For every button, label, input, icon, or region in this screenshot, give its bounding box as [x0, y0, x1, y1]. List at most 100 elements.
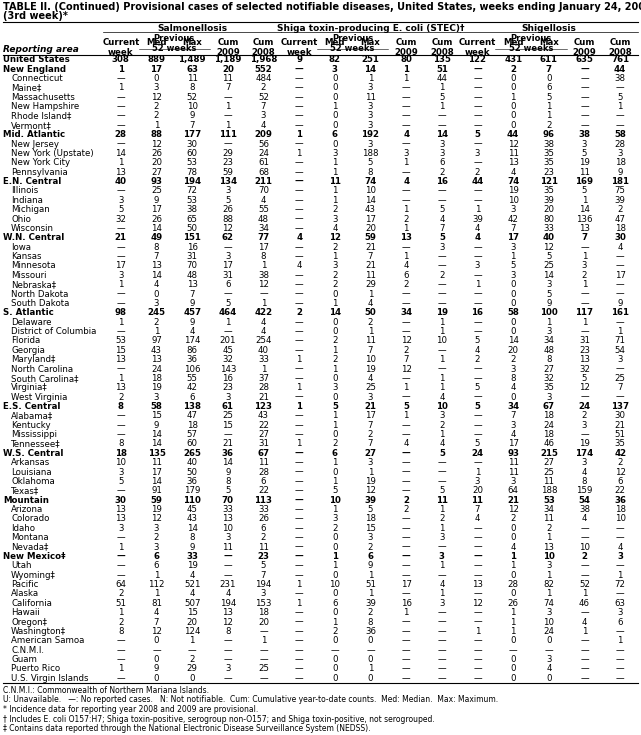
Text: 3: 3	[154, 299, 159, 308]
Text: 4: 4	[403, 130, 409, 139]
Text: —: —	[259, 645, 268, 655]
Text: 18: 18	[151, 374, 162, 383]
Text: —: —	[295, 215, 303, 223]
Text: 3: 3	[510, 243, 516, 251]
Text: W.N. Central: W.N. Central	[3, 233, 64, 243]
Text: 88: 88	[222, 215, 233, 223]
Text: 5: 5	[368, 505, 373, 514]
Text: 1: 1	[439, 383, 445, 392]
Text: —: —	[438, 637, 446, 645]
Text: 9: 9	[368, 562, 373, 570]
Text: —: —	[224, 645, 232, 655]
Text: —: —	[438, 121, 446, 130]
Text: Maine‡: Maine‡	[11, 83, 42, 93]
Text: —: —	[366, 645, 375, 655]
Text: 18: 18	[544, 430, 554, 439]
Text: 1: 1	[510, 627, 516, 636]
Text: 1: 1	[225, 318, 231, 326]
Text: —: —	[259, 655, 268, 664]
Text: —: —	[616, 252, 624, 261]
Text: 36: 36	[365, 627, 376, 636]
Text: 12: 12	[151, 140, 162, 148]
Text: W.S. Central: W.S. Central	[3, 449, 63, 458]
Text: 48: 48	[544, 345, 554, 355]
Text: 194: 194	[220, 599, 236, 608]
Text: 14: 14	[436, 130, 448, 139]
Text: 10: 10	[508, 196, 519, 205]
Text: Massachusetts: Massachusetts	[11, 93, 75, 101]
Text: 18: 18	[615, 224, 626, 233]
Text: 2: 2	[546, 121, 552, 130]
Text: 35: 35	[544, 383, 554, 392]
Text: 46: 46	[579, 599, 590, 608]
Text: 27: 27	[544, 458, 554, 467]
Text: —: —	[438, 290, 446, 298]
Text: 1: 1	[332, 252, 338, 261]
Text: —: —	[473, 83, 482, 93]
Text: South Dakota: South Dakota	[11, 299, 69, 308]
Text: 40: 40	[543, 233, 555, 243]
Text: 4: 4	[296, 233, 302, 243]
Text: 1: 1	[296, 440, 302, 448]
Text: 7: 7	[368, 420, 373, 430]
Text: 0: 0	[510, 112, 516, 121]
Text: 5: 5	[546, 252, 552, 261]
Text: 10: 10	[222, 524, 233, 533]
Text: 3: 3	[546, 280, 552, 289]
Text: 0: 0	[332, 542, 338, 551]
Text: 3: 3	[582, 458, 587, 467]
Text: 24: 24	[151, 365, 162, 373]
Text: 1: 1	[296, 402, 302, 411]
Text: 61: 61	[222, 402, 234, 411]
Text: —: —	[402, 589, 410, 598]
Text: 1: 1	[190, 637, 195, 645]
Text: 1: 1	[403, 205, 409, 214]
Text: 42: 42	[187, 383, 197, 392]
Text: 74: 74	[364, 177, 377, 186]
Text: 4: 4	[261, 196, 266, 205]
Text: 82: 82	[329, 55, 341, 64]
Text: 10: 10	[187, 102, 197, 111]
Text: —: —	[473, 420, 482, 430]
Text: 1: 1	[261, 365, 266, 373]
Text: 60: 60	[187, 149, 197, 158]
Text: 14: 14	[329, 308, 341, 318]
Text: 12: 12	[508, 505, 519, 514]
Text: 5: 5	[439, 93, 445, 101]
Text: Wisconsin: Wisconsin	[11, 224, 54, 233]
Text: Cum
2009: Cum 2009	[216, 38, 240, 57]
Text: —: —	[473, 290, 482, 298]
Text: 1: 1	[582, 627, 587, 636]
Text: —: —	[295, 562, 303, 570]
Text: —: —	[402, 420, 410, 430]
Text: —: —	[438, 262, 446, 270]
Text: 2: 2	[439, 270, 445, 280]
Text: 64: 64	[508, 487, 519, 495]
Text: 20: 20	[222, 65, 234, 74]
Text: 3: 3	[510, 477, 516, 486]
Text: 10: 10	[365, 187, 376, 196]
Text: 8: 8	[368, 168, 373, 176]
Text: Vermont‡: Vermont‡	[11, 121, 52, 130]
Text: 4: 4	[190, 327, 195, 336]
Text: 1: 1	[617, 102, 623, 111]
Text: —: —	[295, 290, 303, 298]
Text: 1: 1	[439, 430, 445, 439]
Text: 0: 0	[154, 290, 159, 298]
Text: 7: 7	[510, 412, 516, 420]
Text: 12: 12	[365, 487, 376, 495]
Text: 13: 13	[115, 383, 126, 392]
Text: 82: 82	[544, 580, 554, 589]
Text: 0: 0	[546, 74, 552, 83]
Text: 5: 5	[225, 487, 231, 495]
Text: 1: 1	[368, 290, 373, 298]
Text: 29: 29	[222, 149, 233, 158]
Text: 26: 26	[222, 205, 233, 214]
Text: 2: 2	[118, 392, 124, 401]
Text: 16: 16	[187, 243, 197, 251]
Text: 4: 4	[510, 542, 516, 551]
Text: —: —	[402, 637, 410, 645]
Text: 5: 5	[475, 383, 480, 392]
Text: 3: 3	[439, 599, 445, 608]
Text: —: —	[295, 224, 303, 233]
